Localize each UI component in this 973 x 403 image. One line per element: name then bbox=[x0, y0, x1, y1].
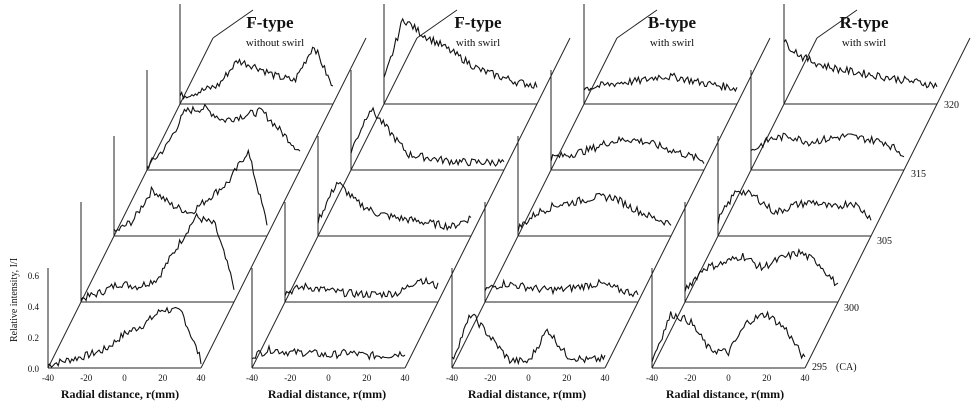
trace-295-panel-4 bbox=[651, 310, 806, 363]
x-tick-label: -20 bbox=[80, 373, 92, 383]
panel-subtitle-3: with swirl bbox=[650, 37, 694, 49]
x-tick-label: 40 bbox=[801, 373, 811, 383]
depth-unit-label: (CA) bbox=[836, 362, 857, 373]
trace-300-panel-4 bbox=[684, 247, 839, 292]
trace-320-panel-1 bbox=[179, 46, 334, 100]
trace-305-panel-1 bbox=[113, 148, 268, 233]
depth-edge-left bbox=[651, 37, 818, 369]
x-tick-label: 20 bbox=[362, 373, 372, 383]
depth-label-300: 300 bbox=[844, 303, 859, 314]
x-axis-label-4: Radial distance, r(mm) bbox=[666, 387, 784, 401]
back-wall-edge bbox=[816, 9, 858, 39]
trace-295-panel-2 bbox=[251, 344, 406, 361]
y-tick-1: 0.2 bbox=[28, 333, 39, 343]
x-tick-label: -20 bbox=[284, 373, 296, 383]
trace-315-panel-2 bbox=[350, 106, 505, 167]
panel-subtitle-2: with swirl bbox=[456, 37, 500, 49]
x-tick-label: 0 bbox=[326, 373, 331, 383]
trace-300-panel-2 bbox=[284, 276, 439, 299]
depth-edge-right bbox=[604, 37, 771, 369]
trace-295-panel-1 bbox=[47, 306, 202, 368]
x-tick-label: 20 bbox=[562, 373, 572, 383]
trace-300-panel-3 bbox=[484, 278, 639, 298]
trace-320-panel-2 bbox=[383, 17, 538, 89]
x-tick-label: 40 bbox=[401, 373, 411, 383]
x-tick-label: 20 bbox=[158, 373, 168, 383]
back-wall-edge bbox=[616, 9, 658, 39]
depth-edge-left bbox=[451, 37, 618, 369]
depth-edge-right bbox=[200, 37, 367, 369]
panel-title-3: B-type bbox=[648, 13, 697, 32]
trace-315-panel-3 bbox=[550, 135, 705, 164]
depth-label-305: 305 bbox=[877, 236, 892, 247]
panel-title-1: F-type bbox=[246, 13, 294, 32]
intensity-traces bbox=[47, 17, 938, 368]
x-tick-label: 20 bbox=[762, 373, 772, 383]
x-tick-label: 0 bbox=[726, 373, 731, 383]
depth-label-295: 295 bbox=[812, 362, 827, 373]
panel-title-2: F-type bbox=[454, 13, 502, 32]
trace-305-panel-3 bbox=[517, 192, 672, 233]
x-tick-label: -20 bbox=[484, 373, 496, 383]
x-tick-labels: -40 -20 0 20 40 -40 -20 0 20 40 -40 -20 0 20 40 -40 -20 0… bbox=[42, 373, 810, 383]
panel-frames bbox=[47, 4, 971, 369]
y-tick-0: 0.0 bbox=[28, 364, 40, 374]
trace-295-panel-3 bbox=[451, 313, 606, 366]
back-wall-edge bbox=[416, 9, 458, 39]
trace-315-panel-1 bbox=[146, 103, 301, 170]
depth-edge-left bbox=[47, 37, 214, 369]
x-axis-label-2: Radial distance, r(mm) bbox=[268, 387, 386, 401]
x-axis-label-3: Radial distance, r(mm) bbox=[468, 387, 586, 401]
trace-305-panel-4 bbox=[717, 189, 872, 225]
x-tick-label: -20 bbox=[684, 373, 696, 383]
x-tick-label: -40 bbox=[646, 373, 658, 383]
trace-320-panel-4 bbox=[783, 38, 938, 90]
x-tick-label: -40 bbox=[42, 373, 54, 383]
x-axis-label-1: Radial distance, r(mm) bbox=[61, 387, 179, 401]
x-tick-label: 0 bbox=[526, 373, 531, 383]
panel-title-4: R-type bbox=[839, 13, 889, 32]
panel-subtitle-1: without swirl bbox=[246, 37, 304, 49]
x-tick-label: 40 bbox=[601, 373, 611, 383]
trace-300-panel-1 bbox=[80, 212, 235, 302]
x-tick-label: 0 bbox=[122, 373, 127, 383]
x-tick-label: -40 bbox=[446, 373, 458, 383]
depth-edge-right bbox=[804, 37, 971, 369]
depth-label-315: 315 bbox=[911, 169, 926, 180]
depth-label-320: 320 bbox=[944, 100, 959, 111]
trace-305-panel-2 bbox=[317, 181, 472, 232]
depth-edge-left bbox=[251, 37, 418, 369]
trace-320-panel-3 bbox=[583, 72, 738, 93]
depth-edge-right bbox=[404, 37, 571, 369]
y-axis-label: Relative intensity, I/I bbox=[9, 258, 20, 342]
back-wall-edge bbox=[212, 9, 254, 39]
x-tick-label: -40 bbox=[246, 373, 258, 383]
trace-315-panel-4 bbox=[750, 132, 905, 158]
panel-subtitle-4: with swirl bbox=[842, 37, 886, 49]
y-tick-2: 0.4 bbox=[28, 302, 40, 312]
x-tick-label: 40 bbox=[197, 373, 207, 383]
y-tick-3: 0.6 bbox=[28, 271, 40, 281]
